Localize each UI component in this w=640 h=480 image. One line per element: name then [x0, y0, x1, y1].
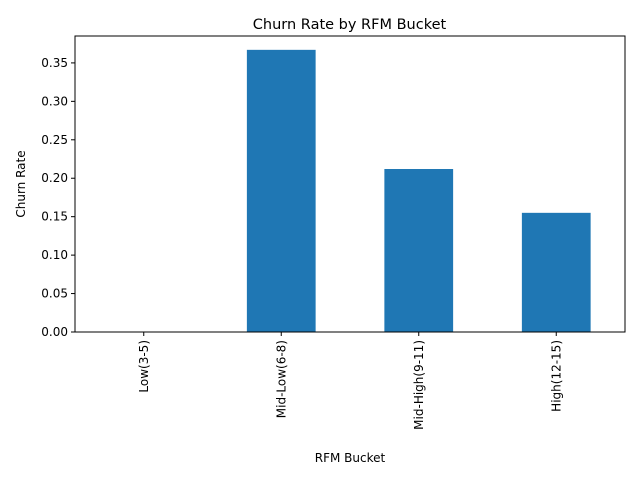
y-tick-label: 0.10	[41, 248, 68, 262]
y-tick-label: 0.25	[41, 133, 68, 147]
y-tick-label: 0.35	[41, 56, 68, 70]
y-tick-label: 0.00	[41, 325, 68, 339]
y-tick-label: 0.20	[41, 171, 68, 185]
x-tick-label: High(12-15)	[549, 340, 563, 412]
x-axis-title: RFM Bucket	[315, 451, 386, 465]
bar	[246, 49, 316, 333]
y-axis: 0.00 0.05 0.10 0.15 0.20 0.25 0.30 0.35	[41, 56, 75, 339]
plot-frame	[74, 35, 626, 333]
y-axis-title: Churn Rate	[14, 150, 28, 217]
x-tick-label: Mid-High(9-11)	[412, 340, 426, 430]
y-tick-label: 0.15	[41, 210, 68, 224]
y-tick-label: 0.30	[41, 94, 68, 108]
bar	[384, 169, 454, 332]
x-axis: Low(3-5) Mid-Low(6-8) Mid-High(9-11) High(1…	[137, 332, 563, 430]
bars-group	[246, 49, 591, 333]
bar	[521, 212, 591, 332]
y-tick-label: 0.05	[41, 287, 68, 301]
x-tick-label: Low(3-5)	[137, 340, 151, 393]
chart-title: Churn Rate by RFM Bucket	[253, 17, 447, 33]
x-tick-label: Mid-Low(6-8)	[274, 340, 288, 418]
